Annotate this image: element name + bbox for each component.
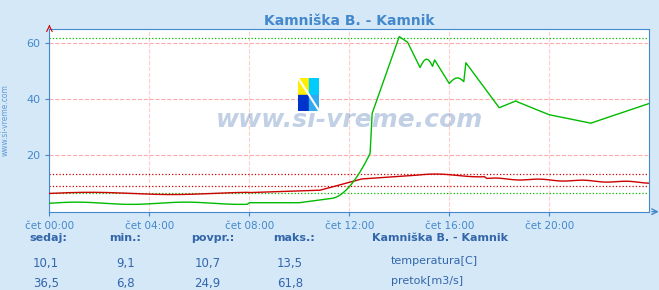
- Text: www.si-vreme.com: www.si-vreme.com: [215, 108, 483, 132]
- Bar: [309, 95, 320, 111]
- Text: povpr.:: povpr.:: [191, 233, 235, 243]
- Bar: [299, 78, 309, 95]
- Text: 9,1: 9,1: [116, 257, 134, 270]
- Text: 61,8: 61,8: [277, 277, 303, 290]
- Text: maks.:: maks.:: [273, 233, 315, 243]
- Text: 36,5: 36,5: [33, 277, 59, 290]
- Text: min.:: min.:: [109, 233, 140, 243]
- Bar: [309, 78, 320, 95]
- Text: 24,9: 24,9: [194, 277, 221, 290]
- Text: 13,5: 13,5: [277, 257, 303, 270]
- Text: www.si-vreme.com: www.si-vreme.com: [1, 84, 10, 156]
- Text: Kamniška B. - Kamnik: Kamniška B. - Kamnik: [372, 233, 508, 243]
- Text: sedaj:: sedaj:: [30, 233, 67, 243]
- Bar: [299, 95, 309, 111]
- Text: temperatura[C]: temperatura[C]: [391, 256, 478, 266]
- Text: 6,8: 6,8: [116, 277, 134, 290]
- Text: 10,7: 10,7: [194, 257, 221, 270]
- Title: Kamniška B. - Kamnik: Kamniška B. - Kamnik: [264, 14, 434, 28]
- Text: pretok[m3/s]: pretok[m3/s]: [391, 276, 463, 286]
- Text: 10,1: 10,1: [33, 257, 59, 270]
